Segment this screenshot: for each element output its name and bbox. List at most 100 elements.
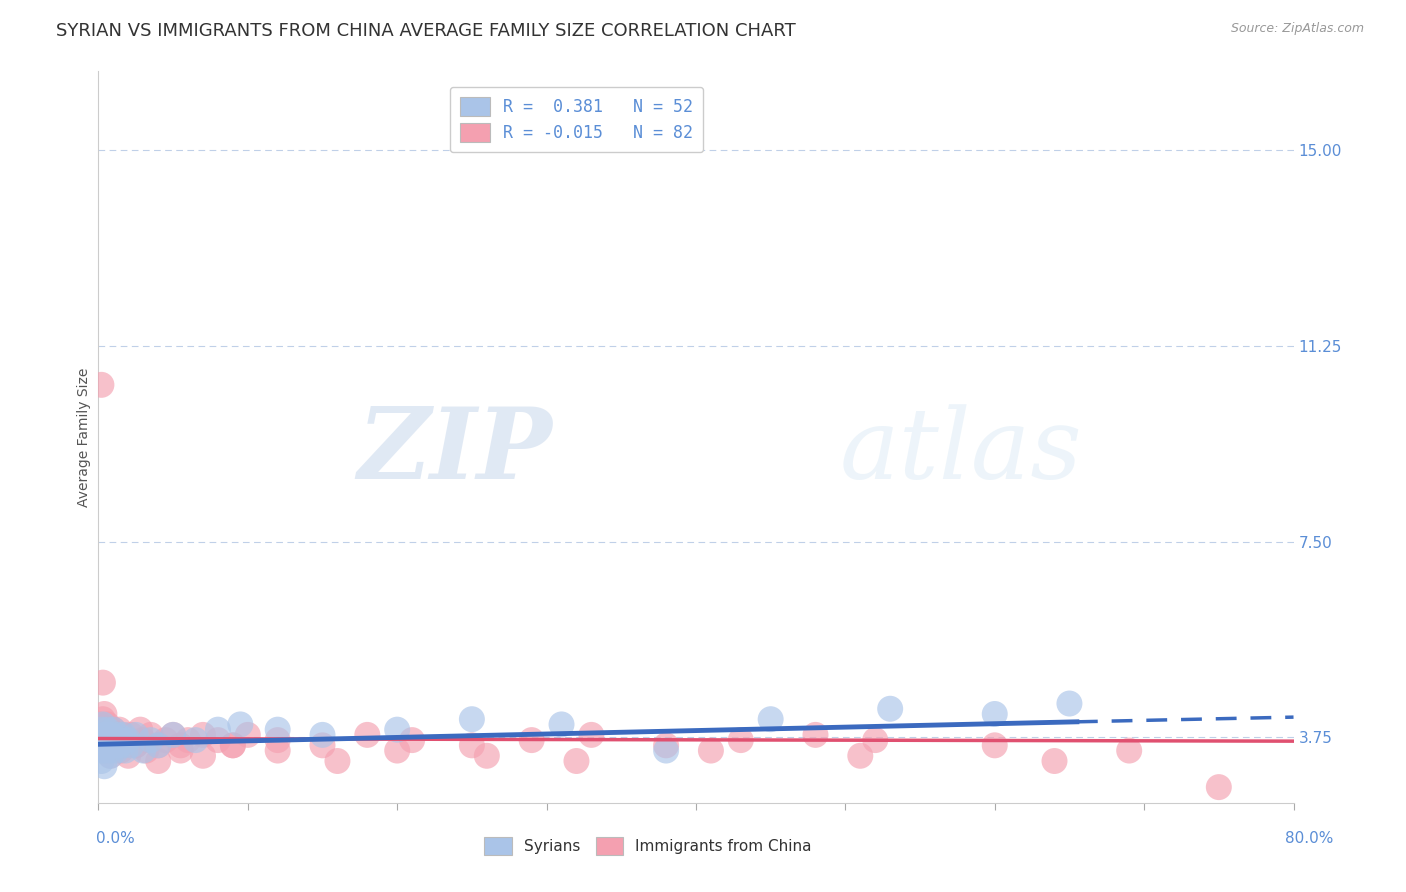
Point: [90, 377, 112, 392]
Point: [229, 717, 252, 731]
Point: [91, 739, 114, 753]
Point: [98, 733, 122, 747]
Point: [110, 733, 132, 747]
Point: [93, 759, 115, 773]
Point: [155, 733, 177, 747]
Point: [93, 733, 115, 747]
Point: [107, 728, 129, 742]
Point: [120, 739, 142, 753]
Point: [125, 739, 148, 753]
Text: atlas: atlas: [839, 404, 1083, 500]
Point: [1118, 743, 1140, 757]
Point: [117, 733, 139, 747]
Point: [311, 739, 333, 753]
Point: [120, 728, 142, 742]
Point: [655, 743, 678, 757]
Point: [879, 702, 901, 716]
Point: [169, 743, 191, 757]
Point: [94, 728, 117, 742]
Point: [97, 728, 120, 742]
Point: [91, 728, 114, 742]
Point: [222, 739, 245, 753]
Point: [93, 733, 115, 747]
Point: [108, 739, 131, 753]
Point: [90, 733, 112, 747]
Point: [191, 728, 214, 742]
Point: [401, 733, 423, 747]
Point: [267, 723, 290, 737]
Point: [114, 739, 136, 753]
Point: [730, 733, 752, 747]
Point: [90, 739, 112, 753]
Point: [105, 739, 128, 753]
Point: [110, 743, 132, 757]
Point: [111, 728, 134, 742]
Point: [89, 728, 111, 742]
Point: [1208, 780, 1230, 794]
Point: [96, 733, 118, 747]
Point: [461, 712, 484, 726]
Point: [101, 739, 124, 753]
Point: [103, 723, 125, 737]
Point: [222, 739, 245, 753]
Point: [162, 728, 184, 742]
Point: [96, 723, 118, 737]
Point: [110, 733, 132, 747]
Point: [108, 723, 131, 737]
Point: [520, 733, 543, 747]
Point: [97, 728, 120, 742]
Text: SYRIAN VS IMMIGRANTS FROM CHINA AVERAGE FAMILY SIZE CORRELATION CHART: SYRIAN VS IMMIGRANTS FROM CHINA AVERAGE …: [56, 22, 796, 40]
Point: [98, 743, 122, 757]
Point: [385, 723, 409, 737]
Point: [804, 728, 827, 742]
Point: [148, 754, 170, 768]
Point: [98, 723, 122, 737]
Point: [129, 723, 152, 737]
Point: [101, 739, 124, 753]
Point: [135, 743, 157, 757]
Point: [117, 733, 139, 747]
Point: [96, 717, 118, 731]
Point: [96, 733, 118, 747]
Point: [550, 717, 572, 731]
Point: [267, 733, 290, 747]
Point: [107, 739, 129, 753]
Point: [101, 728, 124, 742]
Point: [114, 743, 136, 757]
Point: [267, 743, 290, 757]
Point: [103, 733, 125, 747]
Point: [191, 748, 214, 763]
Point: [103, 723, 125, 737]
Point: [97, 739, 120, 753]
Point: [91, 675, 114, 690]
Point: [90, 723, 112, 737]
Point: [94, 739, 117, 753]
Point: [1059, 697, 1081, 711]
Point: [655, 739, 678, 753]
Point: [184, 733, 207, 747]
Point: [132, 743, 155, 757]
Point: [169, 739, 191, 753]
Point: [98, 733, 122, 747]
Point: [105, 733, 128, 747]
Point: [461, 739, 484, 753]
Point: [117, 748, 139, 763]
Point: [581, 728, 603, 742]
Point: [326, 754, 349, 768]
Point: [94, 728, 117, 742]
Point: [96, 743, 118, 757]
Point: [93, 706, 115, 721]
Point: [111, 739, 134, 753]
Point: [236, 728, 259, 742]
Point: [759, 712, 782, 726]
Legend: Syrians, Immigrants from China: Syrians, Immigrants from China: [478, 831, 818, 861]
Point: [104, 739, 127, 753]
Point: [105, 743, 128, 757]
Point: [91, 728, 114, 742]
Point: [105, 733, 128, 747]
Point: [139, 728, 162, 742]
Point: [148, 739, 170, 753]
Y-axis label: Average Family Size: Average Family Size: [77, 368, 91, 507]
Point: [139, 733, 162, 747]
Point: [132, 733, 155, 747]
